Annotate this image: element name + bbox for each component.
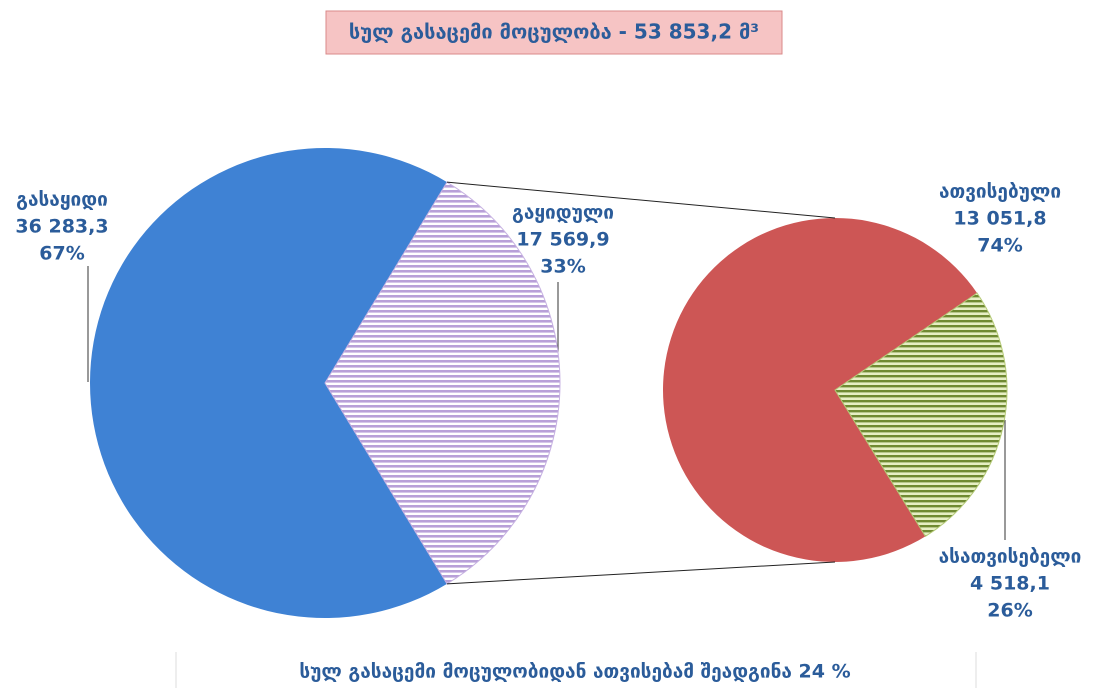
pie-slice [834,292,1008,538]
slice-value: 36 283,3 [15,216,108,238]
pie-slice [663,218,978,562]
slice-percent: 67% [39,243,84,265]
title-box [325,10,783,55]
slice-percent: 33% [540,256,585,278]
slice-label: გასაყიდი [16,189,108,211]
slice-label: ათვისებული [939,181,1061,203]
slice-label: გაყიდული [512,202,614,224]
slice-percent: 74% [977,235,1022,257]
slice-value: 4 518,1 [970,573,1050,595]
slice-value: 13 051,8 [953,208,1046,230]
connector-line [446,181,836,219]
slice-label: ასათვისებელი [939,546,1082,568]
connector-line [446,561,836,585]
pie-slice [90,147,447,619]
slice-percent: 26% [987,600,1032,622]
pie-slice [324,181,561,585]
chart-title: სულ გასაცემი მოცულობა - 53 853,2 მ³ [349,20,759,44]
slice-value: 17 569,9 [516,229,609,251]
footnote: სულ გასაცემი მოცულობიდან ათვისებამ შეადგ… [299,661,850,683]
